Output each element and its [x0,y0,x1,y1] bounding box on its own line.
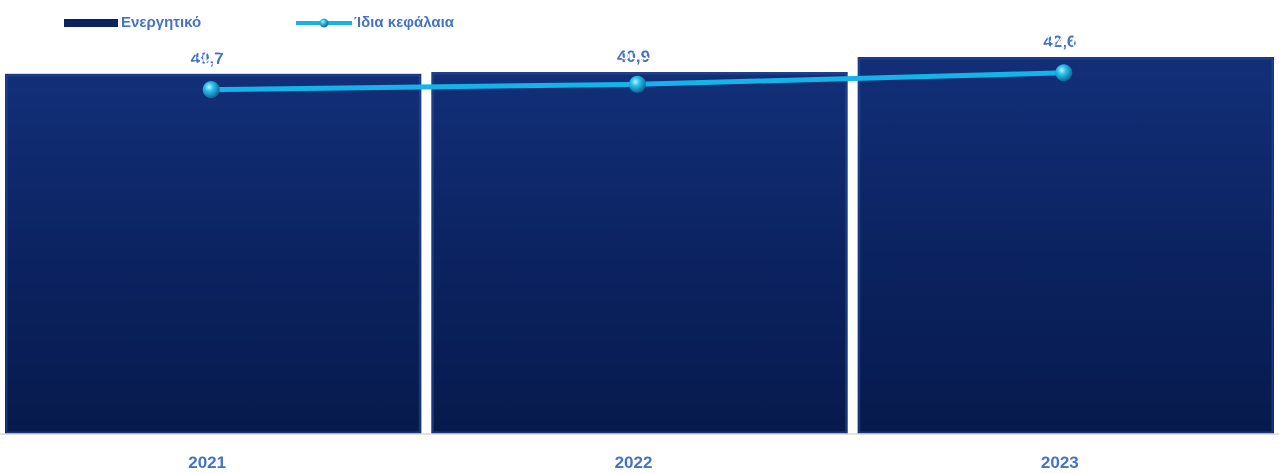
line-value-labels: 32,7 33,3 34,6 [194,32,1082,69]
bar-2023[interactable] [857,57,1274,434]
legend-item-line[interactable]: Ίδια κεφάλαια [296,14,455,31]
line-series [202,64,1073,99]
line-value-label-2023: 34,6 [1046,32,1081,52]
legend-line-marker-icon [319,18,329,28]
legend-line-label: Ίδια κεφάλαια [354,14,455,31]
category-label-2021: 2021 [188,453,226,472]
bar-2022[interactable] [431,72,848,434]
category-label-2023: 2023 [1041,453,1079,472]
line-value-label-2021: 32,7 [194,49,229,69]
bar-series [5,57,1274,435]
legend: Ενεργητικό Ίδια κεφάλαια [64,14,455,31]
legend-bar-swatch [64,19,118,27]
bar-bevel-2021 [5,74,421,434]
line-point-2021[interactable] [202,81,220,99]
category-label-2022: 2022 [615,453,653,472]
line-point-2023[interactable] [1055,64,1073,82]
bar-value-label-2022: 40,9 [617,47,650,66]
line-point-2022[interactable] [629,75,646,93]
bar-2021[interactable] [5,73,422,435]
bar-value-label-2023: 42,6 [1043,32,1076,51]
bar-bevel-2023 [858,57,1274,434]
legend-bar-label: Ενεργητικό [121,14,201,31]
category-axis-labels: 2021 2022 2023 [188,453,1078,472]
bar-value-labels: 40,7 40,9 42,6 [191,32,1077,68]
bar-value-label-2021: 40,7 [191,49,224,68]
bar-bevel-2022 [431,72,848,434]
line-value-label-2022: 33,3 [620,43,655,63]
legend-item-bar[interactable]: Ενεργητικό [64,14,201,31]
